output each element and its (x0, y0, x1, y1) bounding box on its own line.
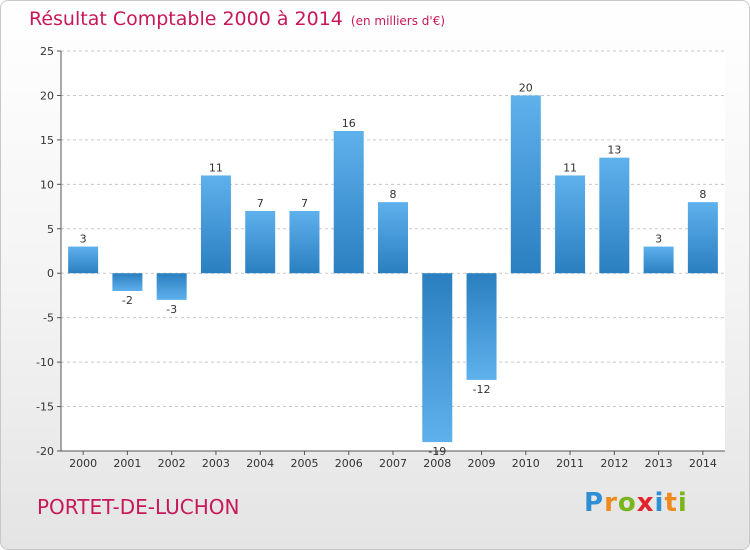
bar-2012 (599, 157, 630, 274)
proxiti-logo: Proxiti (584, 488, 688, 518)
bar-2010 (510, 95, 541, 274)
x-tick-label: 2008 (423, 457, 451, 470)
y-tick-label: 10 (40, 178, 54, 191)
bar-2008 (422, 273, 453, 443)
x-tick-label: 2006 (335, 457, 363, 470)
x-tick-label: 2000 (69, 457, 97, 470)
x-tick-label: 2014 (689, 457, 717, 470)
y-tick-label: -15 (36, 401, 54, 414)
y-tick-label: 0 (47, 267, 54, 280)
bar-2003 (200, 175, 231, 274)
bar-2006 (333, 131, 364, 274)
x-tick-label: 2010 (512, 457, 540, 470)
city-name: PORTET-DE-LUCHON (37, 495, 240, 519)
data-label: 13 (607, 144, 621, 157)
data-label: -12 (473, 383, 491, 396)
bar-2011 (555, 175, 586, 274)
bar-2009 (466, 273, 497, 380)
chart-subtitle: (en milliers d'€) (350, 14, 446, 28)
x-tick-label: 2007 (379, 457, 407, 470)
data-label: 3 (80, 233, 87, 246)
x-tick-label: 2002 (158, 457, 186, 470)
data-label: -2 (122, 294, 133, 307)
bar-2007 (378, 202, 408, 274)
x-tick-label: 2011 (556, 457, 584, 470)
data-label: 7 (301, 197, 308, 210)
y-tick-label: 5 (47, 223, 54, 236)
x-tick-label: 2009 (468, 457, 496, 470)
x-tick-label: 2012 (600, 457, 628, 470)
data-label: 8 (699, 188, 706, 201)
data-label: -3 (166, 303, 177, 316)
bar-2005 (289, 211, 320, 274)
y-tick-label: 15 (40, 134, 54, 147)
chart-title: Résultat Comptable 2000 à 2014 (en millie… (29, 8, 445, 30)
x-tick-label: 2005 (290, 457, 318, 470)
bar-2013 (643, 246, 674, 274)
chart-title-text: Résultat Comptable 2000 à 2014 (29, 8, 343, 30)
x-tick-label: 2003 (202, 457, 230, 470)
bar-2000 (68, 246, 99, 274)
x-tick-label: 2013 (645, 457, 673, 470)
data-label: 16 (342, 117, 356, 130)
x-tick-label: 2001 (113, 457, 141, 470)
y-tick-label: -5 (43, 312, 54, 325)
y-tick-label: 20 (40, 89, 54, 102)
bar-2014 (687, 202, 718, 274)
data-label: 3 (655, 233, 662, 246)
x-tick-label: 2004 (246, 457, 274, 470)
data-label: 11 (563, 161, 577, 174)
y-tick-label: -20 (36, 445, 54, 458)
data-label: -19 (428, 445, 446, 458)
y-tick-label: 25 (40, 45, 54, 58)
data-label: 20 (519, 81, 533, 94)
y-tick-label: -10 (36, 356, 54, 369)
data-label: 7 (257, 197, 264, 210)
data-label: 11 (209, 161, 223, 174)
bar-2004 (245, 211, 276, 274)
bar-2002 (156, 273, 187, 300)
data-label: 8 (390, 188, 397, 201)
bar-2001 (112, 273, 143, 291)
